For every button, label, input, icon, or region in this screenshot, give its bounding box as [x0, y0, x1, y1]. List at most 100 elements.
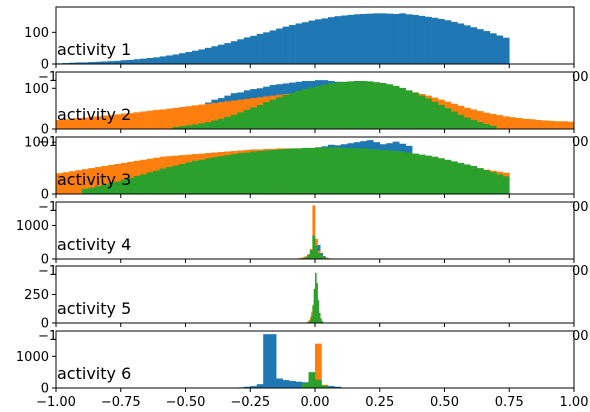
hist-bar — [107, 164, 115, 194]
hist-bar — [463, 164, 471, 194]
hist-bar — [450, 111, 458, 129]
hist-bar — [153, 109, 160, 129]
hist-bar — [425, 98, 432, 129]
hist-bar — [483, 170, 491, 194]
hist-bar — [101, 166, 109, 194]
hist-bar — [322, 257, 326, 259]
hist-bar — [204, 47, 212, 64]
overflow-tick-left: −1 — [38, 200, 57, 215]
bars-group — [294, 205, 337, 259]
hist-bar — [334, 386, 342, 388]
hist-bar — [159, 109, 167, 129]
hist-bar — [282, 380, 290, 388]
hist-bar — [263, 150, 270, 194]
overflow-tick-right: 00 — [572, 135, 589, 150]
hist-bar — [320, 318, 322, 323]
hist-bar — [94, 186, 102, 194]
hist-bar — [302, 89, 309, 129]
hist-bar — [418, 154, 426, 194]
hist-bar — [295, 381, 303, 388]
hist-bar — [120, 162, 128, 194]
hist-bar — [496, 115, 504, 129]
hist-bar — [114, 114, 122, 129]
panel-label: activity 4 — [57, 235, 131, 254]
hist-bar — [308, 20, 316, 64]
hist-bar — [476, 168, 484, 194]
hist-bar — [243, 109, 251, 129]
panel-label: activity 1 — [57, 40, 131, 59]
hist-bar — [230, 154, 238, 194]
hist-bar — [307, 321, 309, 323]
hist-bar — [315, 147, 322, 194]
hist-bar — [366, 148, 374, 194]
hist-bar — [386, 150, 393, 194]
hist-bar — [470, 27, 478, 64]
hist-bar — [282, 26, 290, 64]
hist-bar — [94, 167, 102, 194]
hist-bar — [101, 184, 109, 194]
hist-bar — [166, 108, 173, 129]
hist-bar — [457, 114, 465, 129]
hist-bar — [269, 30, 277, 64]
hist-bar — [68, 171, 76, 194]
bars-group — [56, 13, 510, 64]
hist-bar — [567, 121, 574, 129]
hist-bar — [250, 35, 258, 64]
hist-bar — [334, 16, 342, 64]
hist-bar — [120, 60, 128, 64]
hist-bar — [379, 149, 387, 194]
bars-group — [56, 140, 510, 194]
hist-bar — [263, 334, 270, 388]
hist-bar — [198, 49, 206, 64]
hist-bar — [185, 162, 193, 194]
hist-bar — [81, 188, 89, 194]
hist-bar — [412, 14, 419, 64]
y-tick-label: 1000 — [16, 219, 49, 234]
hist-bar — [561, 121, 568, 129]
hist-bar — [146, 110, 154, 129]
hist-bar — [191, 124, 199, 129]
hist-bar — [276, 97, 283, 129]
hist-bar — [373, 13, 381, 64]
hist-bar — [431, 156, 439, 194]
y-tick-label: 0 — [41, 382, 49, 397]
hist-bar — [334, 147, 342, 194]
y-tick-label: 0 — [41, 253, 49, 268]
hist-bar — [172, 165, 180, 194]
hist-bar — [302, 22, 309, 64]
overflow-tick-right: 00 — [572, 329, 589, 344]
hist-bar — [276, 28, 283, 64]
x-tick-label: −0.25 — [230, 395, 270, 410]
bars-group — [237, 334, 342, 388]
hist-bar — [295, 90, 303, 129]
hist-bar — [360, 148, 368, 194]
hist-bar — [289, 25, 296, 64]
hist-bar — [353, 80, 361, 129]
hist-bar — [489, 33, 497, 64]
hist-bar — [94, 61, 102, 64]
hist-bar — [211, 102, 219, 129]
y-tick-label: 0 — [41, 58, 49, 73]
hist-bar — [489, 125, 497, 129]
hist-bar — [340, 15, 348, 64]
hist-bar — [312, 305, 314, 323]
hist-bar — [438, 158, 445, 194]
hist-bar — [75, 118, 83, 129]
y-tick-label: 0 — [41, 123, 49, 138]
hist-bar — [316, 283, 318, 323]
hist-bar — [276, 149, 283, 194]
hist-bar — [392, 85, 400, 129]
hist-bar — [179, 53, 186, 64]
hist-bar — [295, 148, 303, 194]
hist-bar — [191, 105, 199, 129]
overflow-tick-left: −1 — [38, 329, 57, 344]
y-tick-label: 0 — [41, 188, 49, 203]
hist-bar — [392, 150, 400, 194]
hist-bar — [120, 179, 128, 194]
hist-bar — [217, 44, 225, 64]
hist-bar — [243, 37, 251, 64]
hist-bar — [179, 107, 186, 129]
